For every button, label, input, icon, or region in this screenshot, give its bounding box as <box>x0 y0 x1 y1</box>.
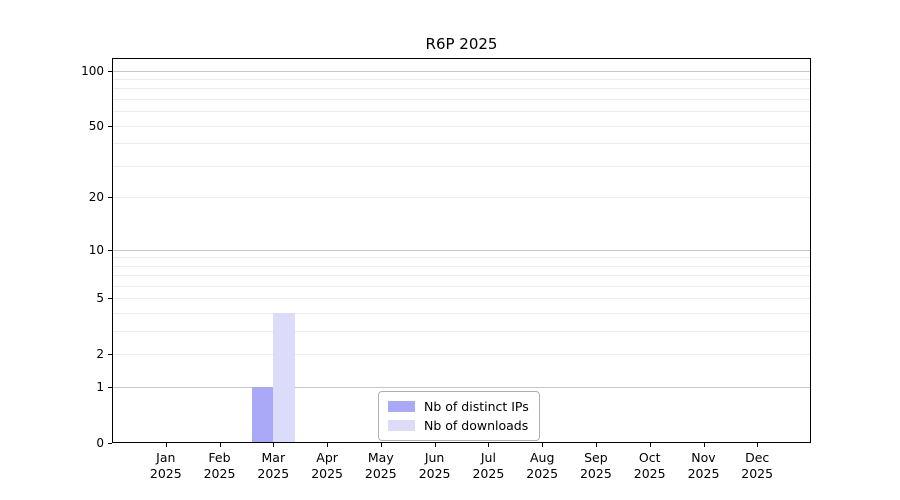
gridline-minor <box>113 111 810 113</box>
y-tick <box>108 197 112 199</box>
gridline-minor <box>113 354 810 356</box>
x-tick-label: Jul 2025 <box>472 450 505 481</box>
legend-swatch-distinct-ips <box>388 401 415 412</box>
y-tick <box>108 125 112 127</box>
gridline-minor <box>113 313 810 315</box>
gridline-minor <box>113 257 810 259</box>
y-tick-label: 20 <box>88 190 104 205</box>
y-tick <box>108 354 112 356</box>
y-tick-label: 100 <box>81 63 104 78</box>
legend-label-downloads: Nb of downloads <box>424 418 529 433</box>
x-tick-label: Sep 2025 <box>579 450 612 481</box>
gridline-minor <box>113 79 810 80</box>
x-tick <box>219 443 221 447</box>
chart-title: R6P 2025 <box>425 35 498 53</box>
x-tick <box>595 443 597 447</box>
gridline-minor <box>113 125 810 127</box>
y-tick-label: 10 <box>88 242 104 257</box>
legend: Nb of distinct IPs Nb of downloads <box>378 391 540 441</box>
gridline-major <box>113 387 810 389</box>
gridline-minor <box>113 88 810 90</box>
x-tick-label: Feb 2025 <box>203 450 236 481</box>
x-tick <box>380 443 382 447</box>
y-tick-label: 2 <box>96 347 104 362</box>
x-tick <box>757 443 759 447</box>
gridline-major <box>113 70 810 72</box>
gridline-minor <box>113 298 810 300</box>
gridline-minor <box>113 197 810 199</box>
x-tick <box>165 443 167 447</box>
y-tick <box>108 443 112 444</box>
y-tick-label: 50 <box>88 118 104 133</box>
x-tick <box>542 443 544 447</box>
bar-distinct-ips-mar <box>251 387 274 443</box>
y-tick-label: 1 <box>96 380 104 395</box>
x-tick-label: Aug 2025 <box>526 450 559 481</box>
x-tick-label: Mar 2025 <box>257 450 290 481</box>
x-tick-label: Jan 2025 <box>149 450 182 481</box>
x-tick-label: Nov 2025 <box>687 450 720 481</box>
plot-area <box>112 58 811 443</box>
gridline-minor <box>113 99 810 100</box>
x-tick <box>327 443 329 447</box>
bar-downloads-mar <box>273 313 295 443</box>
gridline-major <box>113 249 810 251</box>
x-tick <box>434 443 436 447</box>
legend-swatch-downloads <box>388 420 415 431</box>
y-tick <box>108 387 112 389</box>
gridline-minor <box>113 286 810 287</box>
x-tick <box>273 443 275 447</box>
y-tick <box>108 298 112 300</box>
gridline-minor <box>113 275 810 277</box>
x-tick <box>649 443 651 447</box>
x-tick-label: Dec 2025 <box>741 450 774 481</box>
y-tick-label: 0 <box>96 436 104 450</box>
y-tick <box>108 249 112 251</box>
x-tick-label: Oct 2025 <box>633 450 666 481</box>
x-tick-label: Apr 2025 <box>311 450 343 481</box>
x-tick <box>703 443 705 447</box>
legend-item-distinct-ips: Nb of distinct IPs <box>388 397 529 416</box>
x-tick-label: May 2025 <box>364 450 397 481</box>
x-tick <box>488 443 490 447</box>
x-tick-label: Jun 2025 <box>418 450 451 481</box>
legend-item-downloads: Nb of downloads <box>388 416 529 435</box>
gridline-minor <box>113 143 810 145</box>
y-tick <box>108 70 112 72</box>
gridline-minor <box>113 165 810 167</box>
gridline-minor <box>113 331 810 333</box>
y-tick-label: 5 <box>96 291 104 306</box>
legend-label-distinct-ips: Nb of distinct IPs <box>424 399 529 414</box>
gridline-minor <box>113 265 810 267</box>
